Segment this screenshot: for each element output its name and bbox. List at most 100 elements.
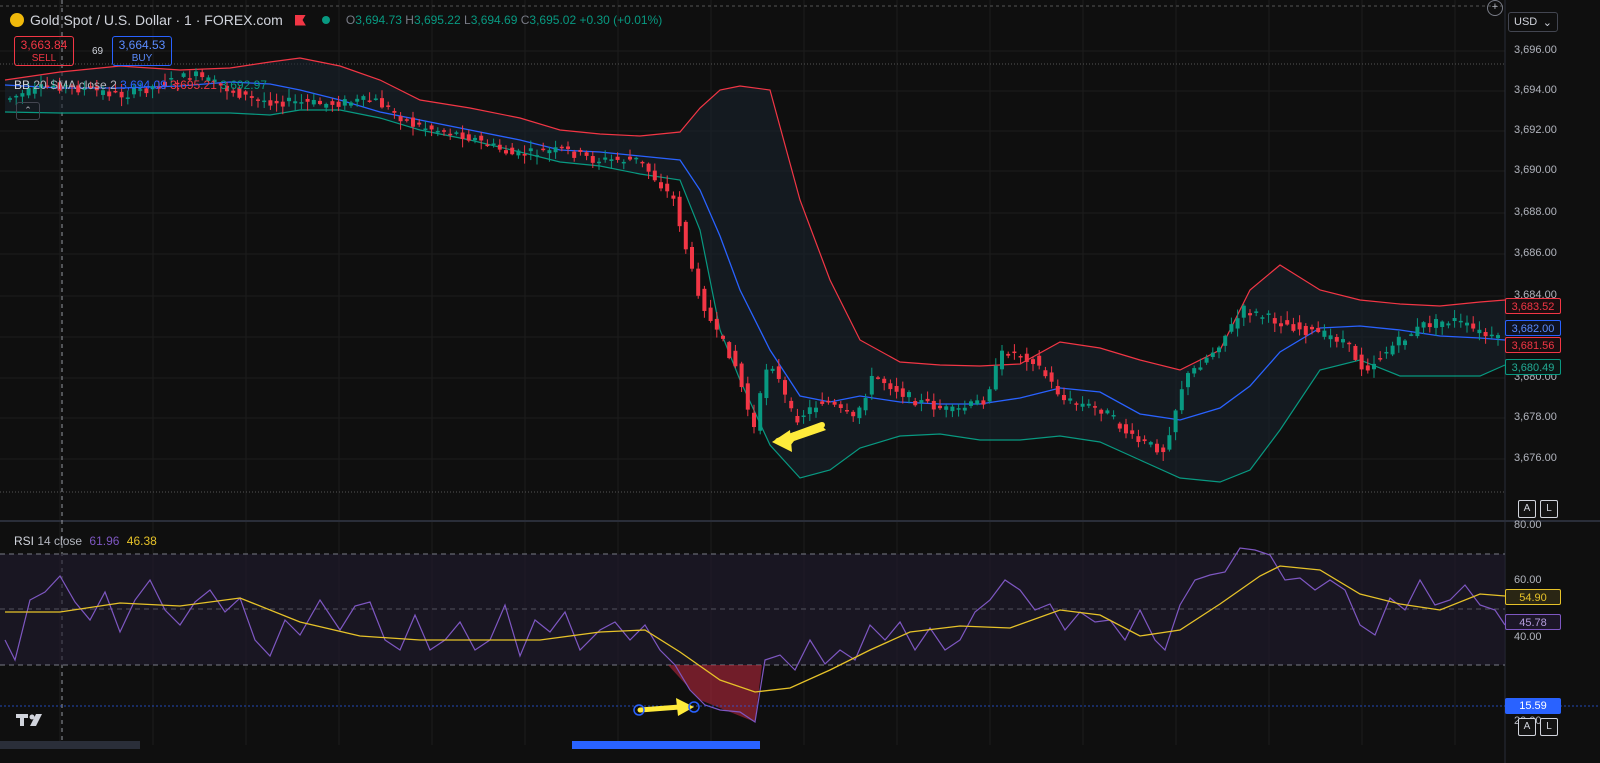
rsi-arrow-shaft (637, 704, 683, 713)
rsi-log-scale-button[interactable]: L (1540, 718, 1558, 736)
candle-body (386, 105, 391, 107)
candle-body (1068, 398, 1073, 401)
symbol-title[interactable]: Gold Spot / U.S. Dollar · 1 · FOREX.com (30, 12, 283, 28)
plus-icon[interactable]: + (1487, 0, 1503, 16)
candle-body (907, 392, 911, 398)
rsi-legend[interactable]: RSI 14 close 61.96 46.38 (14, 534, 157, 548)
buy-button[interactable]: 3,664.53 BUY (112, 36, 172, 66)
candle-body (814, 407, 818, 413)
time-scroll-track[interactable] (0, 741, 140, 749)
candle-body (931, 400, 936, 410)
candle-body (553, 147, 558, 153)
candle-body (615, 156, 620, 160)
candle-body (1421, 322, 1426, 328)
candle-body (981, 400, 986, 405)
candle-body (1130, 430, 1135, 434)
candle-body (1223, 335, 1228, 346)
candle-body (448, 133, 453, 136)
candle-body (1210, 352, 1215, 358)
candle-body (969, 401, 973, 406)
candle-body (857, 407, 862, 419)
candle-body (1452, 318, 1457, 322)
candle-body (225, 85, 229, 92)
candle-body (1000, 350, 1004, 370)
rsi-value: 61.96 (89, 534, 120, 548)
candle-body (1018, 356, 1023, 358)
candle-body (1124, 424, 1128, 434)
time-scroll-thumb[interactable] (572, 741, 760, 749)
candle-body (169, 78, 174, 80)
price-axis-label: 3,688.00 (1514, 206, 1557, 218)
candle-body (361, 96, 366, 100)
candle-body (640, 161, 645, 164)
flag-icon[interactable] (294, 14, 306, 26)
candle-body (584, 152, 589, 156)
candle-body (119, 91, 124, 98)
candle-body (218, 83, 223, 86)
candle-body (578, 149, 583, 152)
candle-body (541, 148, 546, 151)
rsi-arrow-head (676, 698, 694, 716)
candle-body (807, 407, 812, 414)
log-scale-button[interactable]: L (1540, 500, 1558, 518)
candle-body (696, 268, 701, 296)
candle-body (63, 85, 68, 87)
candle-body (1272, 318, 1277, 324)
candle-body (1099, 409, 1104, 414)
candle-body (82, 88, 87, 90)
candle-body (993, 365, 998, 390)
candle-body (181, 73, 186, 77)
candle-body (559, 146, 564, 149)
candle-body (714, 318, 719, 330)
bb-lower-value: 3,692.97 (220, 78, 267, 92)
candle-body (1111, 415, 1116, 417)
candle-body (1359, 354, 1364, 370)
sell-price: 3,663.84 (20, 38, 68, 52)
candle-body (175, 82, 180, 85)
candle-body (355, 98, 360, 102)
collapse-icon[interactable]: ⌃ (16, 102, 40, 120)
candle-body (1037, 355, 1042, 366)
candle-body (1136, 436, 1141, 442)
candle-body (603, 157, 608, 160)
symbol-legend[interactable]: Gold Spot / U.S. Dollar · 1 · FOREX.com … (10, 12, 662, 28)
rsi-line (4, 547, 1506, 724)
bb-name: BB (14, 78, 31, 92)
candle-body (900, 388, 905, 397)
candle-body (367, 100, 372, 102)
candle-body (473, 137, 477, 141)
candle-body (1055, 386, 1060, 395)
candle-body (1458, 320, 1463, 323)
candle-body (795, 416, 800, 423)
bb-legend[interactable]: BB 20 SMA close 2 3,694.09 3,695.21 3,69… (14, 78, 267, 92)
candle-body (609, 159, 614, 161)
sell-button[interactable]: 3,663.84 SELL (14, 36, 74, 66)
rsi-auto-scale-button[interactable]: A (1518, 718, 1536, 736)
candle-body (26, 88, 31, 96)
candle-body (1372, 363, 1376, 370)
candle-body (349, 102, 353, 106)
candle-body (845, 409, 849, 412)
candle-body (163, 81, 167, 87)
candle-body (435, 130, 440, 133)
bb-upper-tag: 3,683.52 (1505, 298, 1561, 314)
candle-body (212, 79, 217, 83)
candle-body (888, 383, 893, 390)
candle-body (522, 153, 527, 156)
candle-body (479, 135, 484, 141)
tradingview-logo-icon[interactable] (16, 710, 50, 730)
candle-body (776, 366, 781, 379)
bollinger-band-fill (5, 58, 1505, 482)
candle-body (1006, 353, 1011, 356)
candle-body (293, 101, 298, 104)
rsi-value-tag: 45.78 (1505, 614, 1561, 630)
candle-body (528, 148, 533, 152)
candle-body (150, 86, 155, 90)
auto-scale-button[interactable]: A (1518, 500, 1536, 518)
currency-button[interactable]: USD ⌄ (1508, 12, 1558, 32)
candle-body (1310, 326, 1314, 330)
candle-body (863, 397, 868, 411)
candle-body (745, 383, 750, 410)
candle-body (8, 98, 12, 100)
